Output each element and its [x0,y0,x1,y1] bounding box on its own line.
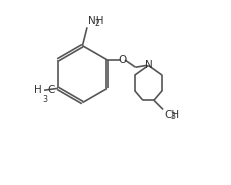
Text: 3: 3 [42,95,47,104]
Text: N: N [145,60,152,70]
Text: 2: 2 [95,19,100,28]
Text: 3: 3 [170,112,175,121]
Text: NH: NH [88,16,103,26]
Text: CH: CH [164,110,179,120]
Text: O: O [119,55,127,65]
Text: C: C [47,85,55,95]
Text: H: H [33,85,41,95]
